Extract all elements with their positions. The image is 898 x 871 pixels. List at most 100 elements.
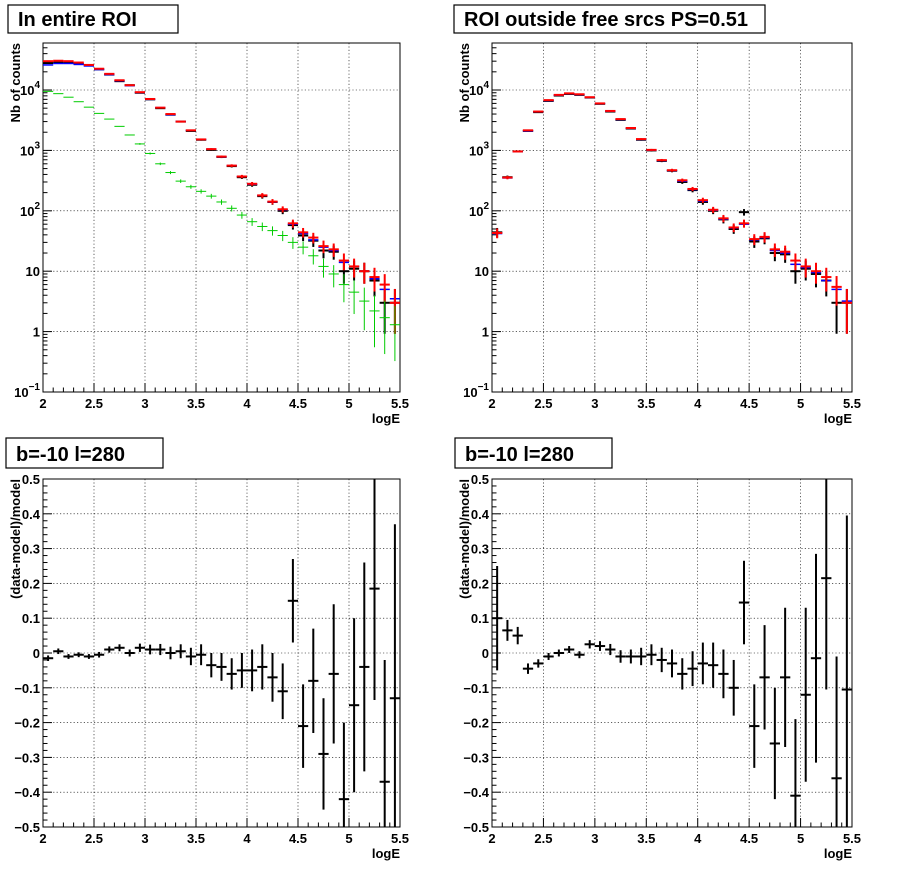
y-tick-label: 103 <box>469 140 489 158</box>
series-2 <box>492 92 852 302</box>
y-tick-label: 102 <box>20 201 40 219</box>
y-tick-label: 103 <box>20 140 40 158</box>
y-axis-label: (data-model)/model <box>8 479 23 599</box>
y-tick-label: 0.4 <box>22 507 41 522</box>
x-tick-label: 5 <box>345 831 352 846</box>
title-box <box>7 4 179 34</box>
grid <box>492 43 852 392</box>
title-box <box>454 437 613 469</box>
y-tick-label: 10−1 <box>14 382 40 400</box>
y-tick-label: 0.1 <box>471 611 489 626</box>
y-tick-label: 104 <box>469 80 489 98</box>
x-tick-label: 4.5 <box>740 831 758 846</box>
x-tick-label: 5.5 <box>843 396 861 411</box>
x-axis-label: logE <box>372 846 400 861</box>
x-tick-label: 4.5 <box>289 396 307 411</box>
x-tick-label: 3 <box>591 831 598 846</box>
y-tick-label: 1 <box>33 325 40 340</box>
x-tick-label: 2.5 <box>534 831 552 846</box>
chart-title: b=-10 l=280 <box>16 444 125 466</box>
y-axis-label: Nb of counts <box>457 43 472 122</box>
x-tick-label: 5 <box>345 396 352 411</box>
x-tick-label: 5.5 <box>391 831 409 846</box>
y-tick-label: 0.3 <box>22 542 40 557</box>
chart-panel-1: In entire ROI 2 2.5 3 3.5 4 4.5 5 5.5 10−1 1 10 102 1… <box>7 4 409 426</box>
x-tick-label: 2 <box>488 831 495 846</box>
y-tick-label: 0.5 <box>471 472 489 487</box>
y-tick-label: −0.5 <box>463 820 489 835</box>
grid <box>43 479 400 827</box>
series-3 <box>492 92 852 334</box>
y-tick-label: −0.3 <box>14 750 40 765</box>
y-tick-label: 0 <box>482 646 489 661</box>
x-tick-label: 5 <box>797 396 804 411</box>
y-tick-label: 102 <box>469 201 489 219</box>
x-axis-label: logE <box>824 411 852 426</box>
x-tick-label: 3 <box>141 831 148 846</box>
y-tick-label: −0.2 <box>14 716 40 731</box>
x-tick-label: 2 <box>488 396 495 411</box>
plot-frame <box>42 42 401 393</box>
y-tick-label: 0.2 <box>471 576 489 591</box>
x-tick-label: 4 <box>243 396 251 411</box>
x-tick-label: 3 <box>591 396 598 411</box>
x-tick-label: 3.5 <box>187 831 205 846</box>
y-tick-label: 0 <box>33 646 40 661</box>
grid <box>492 479 852 827</box>
chart-panel-3: b=-10 l=280 2 2.5 3 3.5 4 4.5 5 5.5 −0.5 −0.4 −0.3 −… <box>5 437 409 861</box>
x-tick-label: 3 <box>141 396 148 411</box>
y-tick-label: 10 <box>26 264 40 279</box>
series-3 <box>43 59 400 334</box>
x-tick-label: 2.5 <box>85 831 103 846</box>
y-tick-label: −0.4 <box>14 785 40 800</box>
series-4 <box>43 90 400 362</box>
y-tick-label: −0.2 <box>463 716 489 731</box>
y-axis-label: Nb of counts <box>8 43 23 122</box>
chart-title: b=-10 l=280 <box>465 444 574 466</box>
series-1 <box>492 479 852 827</box>
y-tick-label: 0.2 <box>22 576 40 591</box>
x-tick-label: 3.5 <box>187 396 205 411</box>
y-tick-label: 10−1 <box>463 382 489 400</box>
title-box <box>5 437 164 469</box>
x-tick-label: 4 <box>694 831 702 846</box>
series-1 <box>43 479 400 827</box>
chart-panel-2: ROI outside free srcs PS=0.51 2 2.5 3 3.5 4 4.… <box>453 4 861 426</box>
chart-panel-4: b=-10 l=280 2 2.5 3 3.5 4 4.5 5 5.5 −0.5 −0.4 −0.3 −… <box>454 437 861 861</box>
x-tick-label: 2 <box>39 831 46 846</box>
x-axis-label: logE <box>372 411 400 426</box>
x-tick-label: 2.5 <box>85 396 103 411</box>
series-1 <box>43 61 400 334</box>
x-tick-label: 5.5 <box>843 831 861 846</box>
x-tick-label: 2 <box>39 396 46 411</box>
y-tick-label: 0.4 <box>471 507 490 522</box>
y-tick-label: −0.3 <box>463 750 489 765</box>
y-tick-label: −0.5 <box>14 820 40 835</box>
y-tick-label: 1 <box>482 325 489 340</box>
series-2 <box>43 62 400 300</box>
y-tick-label: −0.1 <box>463 681 489 696</box>
y-tick-label: 0.5 <box>22 472 40 487</box>
x-tick-label: 5.5 <box>391 396 409 411</box>
x-tick-label: 2.5 <box>534 396 552 411</box>
grid <box>43 43 400 392</box>
title-box <box>453 4 766 34</box>
x-axis-label: logE <box>824 846 852 861</box>
x-tick-label: 4.5 <box>289 831 307 846</box>
x-tick-label: 4 <box>243 831 251 846</box>
x-tick-label: 3.5 <box>637 396 655 411</box>
y-tick-label: 0.1 <box>22 611 40 626</box>
chart-title: ROI outside free srcs PS=0.51 <box>464 9 748 31</box>
plot-frame <box>491 42 853 393</box>
series-1 <box>492 92 852 334</box>
x-tick-label: 4 <box>694 396 702 411</box>
y-tick-label: −0.1 <box>14 681 40 696</box>
chart-title: In entire ROI <box>18 9 137 31</box>
y-tick-label: 104 <box>20 80 40 98</box>
y-tick-label: −0.4 <box>463 785 489 800</box>
x-tick-label: 4.5 <box>740 396 758 411</box>
y-axis-label: (data-model)/model <box>457 479 472 599</box>
y-tick-label: 0.3 <box>471 542 489 557</box>
y-tick-label: 10 <box>475 264 489 279</box>
